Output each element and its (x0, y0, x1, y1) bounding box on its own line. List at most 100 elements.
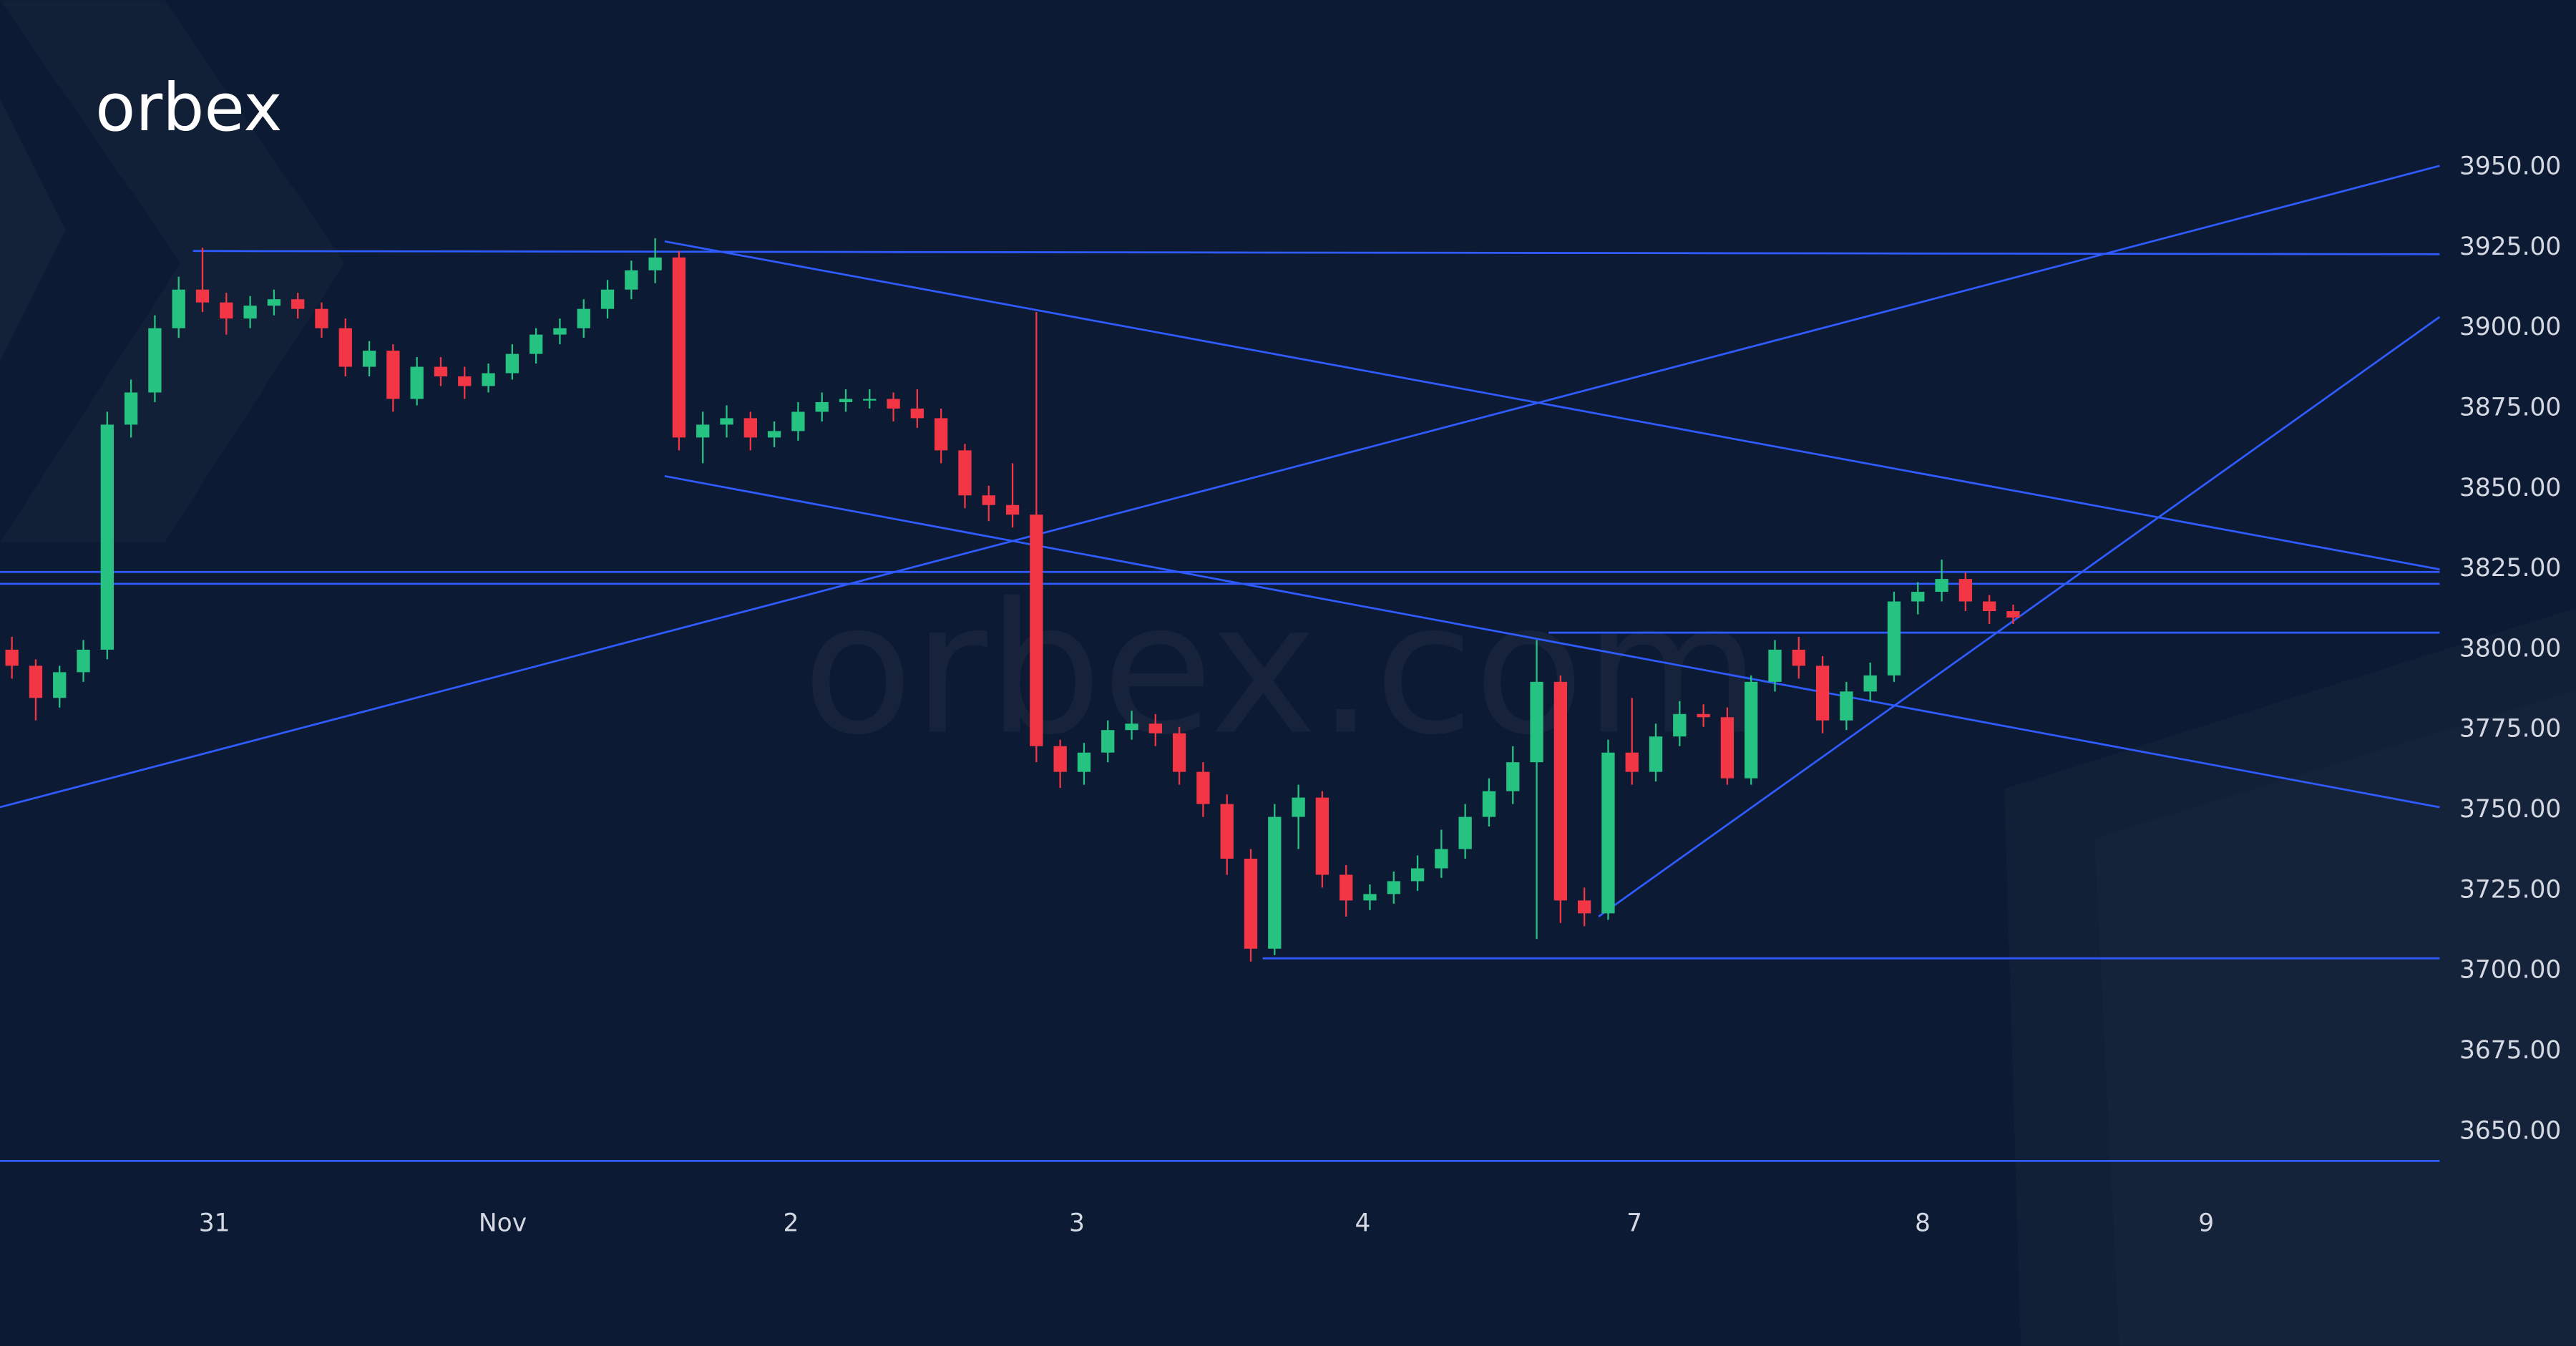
candle-body (1125, 723, 1138, 731)
y-tick-label: 3675.00 (2459, 1036, 2561, 1065)
candle-body (1911, 592, 1925, 602)
candle-body (1148, 723, 1162, 733)
candle-body (1863, 675, 1877, 692)
candle-body (172, 289, 185, 328)
watermark: orbex.com (802, 564, 1760, 774)
candle-body (1315, 797, 1330, 875)
candle-body (1720, 717, 1735, 779)
candle-body (338, 328, 352, 367)
y-tick-label: 3750.00 (2459, 795, 2561, 824)
x-tick-label: 3 (1069, 1209, 1085, 1237)
candle-body (1172, 733, 1186, 772)
y-tick-label: 3650.00 (2459, 1116, 2561, 1145)
candle-body (77, 649, 90, 673)
y-tick-label: 3700.00 (2459, 956, 2561, 985)
candle-body (5, 649, 19, 666)
candle-body (386, 351, 400, 399)
candle-body (767, 431, 781, 438)
candle-body (1482, 791, 1496, 817)
candle-body (1530, 681, 1543, 763)
candle-body (291, 299, 305, 309)
candle-body (839, 399, 853, 402)
candle-body (1745, 681, 1758, 779)
candle-body (1244, 858, 1258, 949)
candle-body (672, 257, 686, 438)
x-tick-label: 7 (1626, 1209, 1642, 1237)
candle-body (124, 392, 138, 425)
y-tick-label: 3900.00 (2459, 313, 2561, 341)
candle-body (1983, 601, 1996, 612)
y-tick-label: 3800.00 (2459, 634, 2561, 663)
candle-body (1958, 579, 1973, 602)
y-tick-label: 3725.00 (2459, 875, 2561, 904)
candle-body (1458, 816, 1472, 849)
candle-body (887, 399, 900, 409)
logo: orbex (95, 69, 282, 146)
trendline (0, 165, 2440, 809)
candle-body (982, 495, 995, 505)
candle-body (696, 424, 710, 438)
candle-body (1768, 649, 1782, 682)
candle-body (1435, 849, 1448, 869)
trendline (664, 240, 2440, 570)
candle-body (529, 334, 543, 354)
candle-body (1292, 797, 1305, 817)
y-tick-label: 3925.00 (2459, 233, 2561, 261)
candle-body (315, 308, 328, 328)
trendline (192, 250, 2440, 255)
candle-body (791, 411, 805, 431)
candle-body (577, 308, 590, 328)
candle-body (195, 289, 210, 303)
candle-body (1220, 804, 1234, 859)
candle-body (267, 299, 281, 306)
candle-body (1673, 713, 1687, 737)
candle-body (2006, 611, 2020, 618)
candle-body (1553, 681, 1567, 901)
candles (5, 238, 2020, 962)
candle-body (1410, 868, 1425, 882)
candle-body (1840, 691, 1853, 721)
y-tick-label: 3825.00 (2459, 554, 2561, 582)
x-tick-label: 8 (1915, 1209, 1931, 1237)
candle-body (1077, 752, 1091, 772)
trendline (664, 474, 2440, 809)
y-tick-label: 3875.00 (2459, 393, 2561, 421)
candle-body (100, 424, 114, 650)
candle-body (1101, 730, 1115, 753)
candle-body (362, 351, 376, 367)
candle-body (410, 366, 424, 399)
candle-body (648, 257, 662, 270)
candle-body (1601, 752, 1615, 914)
candle-body (434, 366, 448, 377)
candle-body (148, 328, 162, 393)
candle-body (1268, 816, 1282, 949)
candle-body (1577, 900, 1591, 914)
candle-body (53, 672, 67, 698)
candle-body (910, 408, 924, 419)
candle-body (1935, 579, 1948, 592)
candle-body (815, 401, 829, 412)
x-tick-label: 2 (783, 1209, 799, 1237)
candle-body (1030, 514, 1043, 746)
candle-body (1387, 881, 1400, 894)
x-tick-label: Nov (479, 1209, 527, 1237)
y-tick-label: 3950.00 (2459, 152, 2561, 180)
candle-body (720, 418, 733, 425)
candle-body (1792, 649, 1805, 666)
candle-body (1506, 762, 1520, 791)
candle-body (220, 302, 233, 319)
candle-body (482, 373, 495, 386)
candle-body (1363, 894, 1377, 901)
candle-body (600, 289, 615, 309)
candle-body (1053, 746, 1067, 772)
candle-body (1196, 771, 1210, 804)
candle-body (743, 418, 757, 438)
candle-body (1815, 665, 1830, 721)
candle-body (1649, 736, 1663, 772)
y-tick-label: 3775.00 (2459, 715, 2561, 743)
candle-body (1697, 713, 1710, 718)
candle-body (243, 306, 257, 319)
